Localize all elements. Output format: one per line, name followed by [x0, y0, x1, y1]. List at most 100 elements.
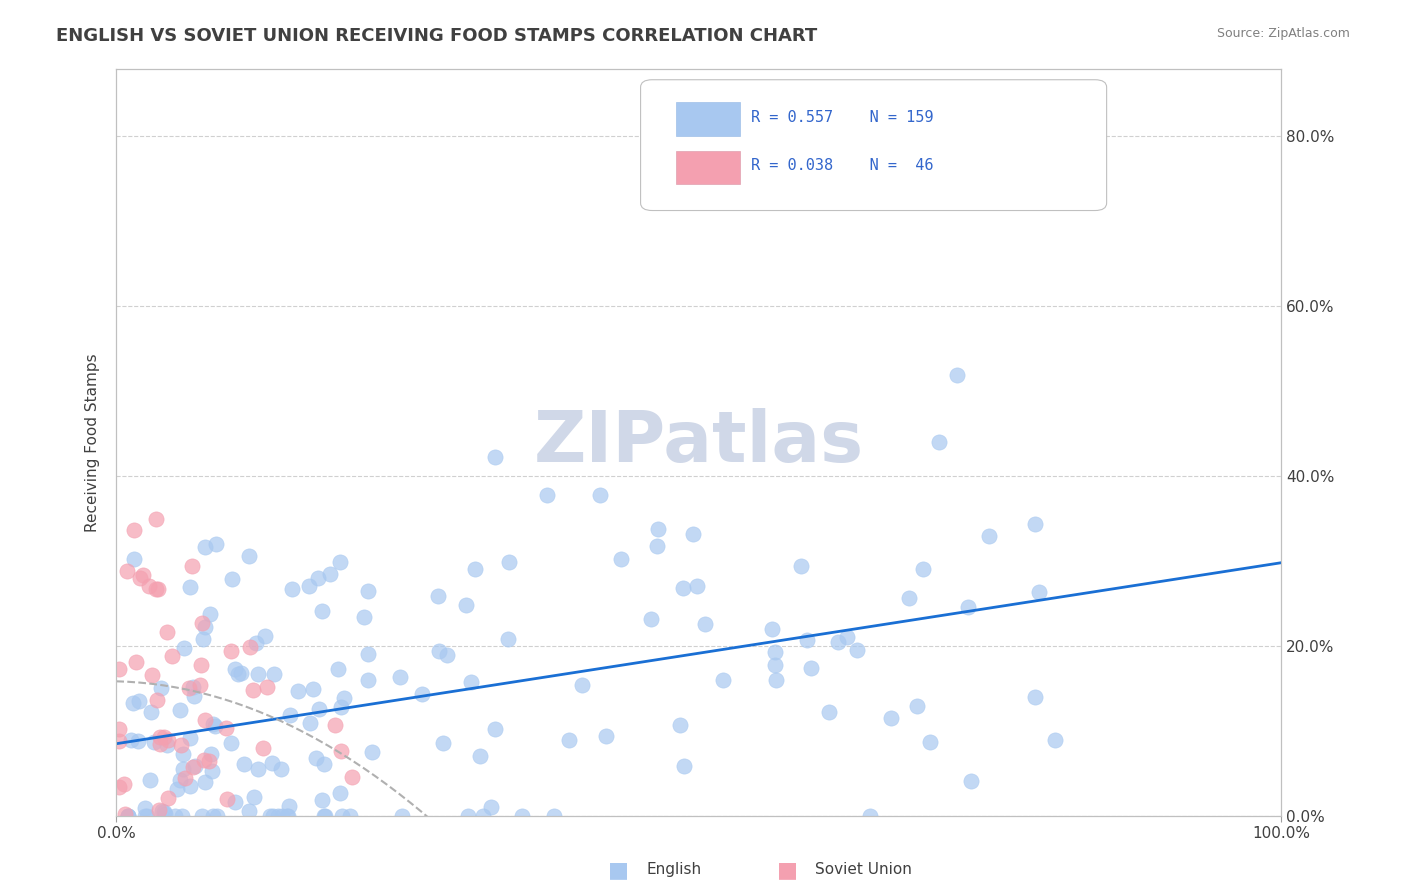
Text: English: English: [647, 863, 702, 877]
Point: [152, 731, 174, 745]
Bar: [675, 103, 740, 136]
Point: [298, 579, 321, 593]
Point: [270, 762, 292, 776]
Point: [330, 809, 353, 823]
Point: [191, 809, 214, 823]
Point: [198, 607, 221, 622]
Point: [233, 756, 256, 771]
Point: [672, 581, 695, 595]
Point: [172, 763, 194, 777]
Point: [221, 572, 243, 586]
Point: [107, 780, 129, 794]
Point: [339, 809, 361, 823]
Point: [668, 718, 690, 732]
Point: [329, 699, 352, 714]
Point: [122, 696, 145, 710]
Point: [328, 555, 350, 569]
Point: [150, 681, 173, 696]
Point: [184, 759, 207, 773]
Point: [271, 809, 294, 823]
Point: [845, 642, 868, 657]
Point: [314, 809, 336, 823]
Point: [253, 629, 276, 643]
Point: [693, 617, 716, 632]
Point: [156, 624, 179, 639]
Point: [510, 809, 533, 823]
Point: [217, 792, 239, 806]
FancyBboxPatch shape: [641, 79, 1107, 211]
Point: [311, 793, 333, 807]
Point: [157, 790, 180, 805]
Point: [112, 777, 135, 791]
Text: ■: ■: [778, 860, 797, 880]
Point: [169, 772, 191, 787]
Point: [122, 523, 145, 537]
Point: [301, 681, 323, 696]
Point: [145, 511, 167, 525]
Point: [263, 666, 285, 681]
Point: [262, 809, 284, 823]
Point: [796, 633, 818, 648]
Point: [277, 798, 299, 813]
Point: [179, 731, 201, 745]
Text: R = 0.038    N =  46: R = 0.038 N = 46: [751, 158, 934, 173]
Point: [1045, 732, 1067, 747]
Point: [543, 809, 565, 823]
Point: [117, 809, 139, 823]
Point: [149, 737, 172, 751]
Point: [197, 754, 219, 768]
Point: [672, 759, 695, 773]
Point: [148, 803, 170, 817]
Point: [238, 804, 260, 818]
Point: [107, 663, 129, 677]
Point: [361, 745, 384, 759]
Point: [640, 612, 662, 626]
Point: [1024, 690, 1046, 704]
Point: [763, 645, 786, 659]
Point: [128, 571, 150, 585]
Point: [193, 753, 215, 767]
Point: [859, 809, 882, 823]
Point: [905, 699, 928, 714]
Text: Source: ZipAtlas.com: Source: ZipAtlas.com: [1216, 27, 1350, 40]
Point: [179, 779, 201, 793]
Point: [191, 615, 214, 630]
Point: [117, 809, 139, 823]
Point: [179, 580, 201, 594]
Point: [190, 657, 212, 672]
Point: [456, 598, 478, 612]
Point: [1028, 585, 1050, 599]
Point: [281, 582, 304, 596]
Point: [682, 527, 704, 541]
Point: [928, 434, 950, 449]
Point: [765, 673, 787, 688]
Point: [146, 693, 169, 707]
Point: [183, 689, 205, 703]
Point: [898, 591, 921, 606]
Point: [139, 773, 162, 788]
Point: [224, 662, 246, 676]
Point: [169, 703, 191, 717]
Point: [132, 568, 155, 582]
Point: [763, 657, 786, 672]
Point: [194, 541, 217, 555]
Point: [153, 807, 176, 822]
Point: [536, 487, 558, 501]
Point: [960, 774, 983, 789]
Point: [165, 809, 187, 823]
Point: [484, 450, 506, 464]
Y-axis label: Receiving Food Stamps: Receiving Food Stamps: [86, 353, 100, 532]
Point: [457, 809, 479, 823]
Point: [276, 809, 298, 823]
Point: [107, 722, 129, 736]
Point: [256, 680, 278, 694]
Point: [224, 795, 246, 809]
Point: [427, 589, 450, 603]
Point: [170, 738, 193, 752]
Point: [647, 522, 669, 536]
Point: [243, 790, 266, 805]
Point: [188, 678, 211, 692]
Point: [356, 647, 378, 661]
Point: [179, 681, 201, 695]
Point: [156, 739, 179, 753]
